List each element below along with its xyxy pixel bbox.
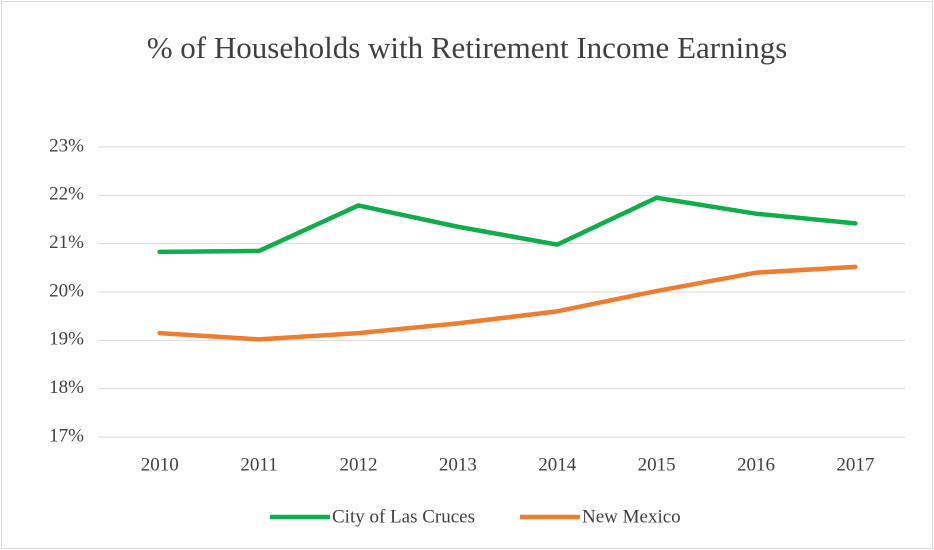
y-tick-label: 22% (49, 184, 84, 205)
x-tick-label: 2015 (638, 454, 676, 475)
y-tick-label: 17% (49, 425, 84, 446)
y-tick-label: 20% (49, 280, 84, 301)
series-line (157, 264, 858, 342)
legend-label: City of Las Cruces (332, 506, 475, 527)
x-tick-label: 2012 (339, 454, 377, 475)
x-tick-label: 2016 (737, 454, 775, 475)
series-line (157, 195, 858, 255)
chart-title: % of Households with Retirement Income E… (146, 30, 788, 65)
legend-label: New Mexico (582, 506, 681, 527)
x-tick-label: 2011 (240, 454, 277, 475)
x-tick-label: 2014 (538, 454, 577, 475)
y-tick-label: 23% (49, 135, 84, 156)
x-tick-label: 2010 (141, 454, 179, 475)
y-tick-label: 19% (49, 329, 84, 350)
x-tick-label: 2017 (836, 454, 874, 475)
x-tick-label: 2013 (439, 454, 477, 475)
y-tick-label: 18% (49, 377, 84, 398)
y-tick-label: 21% (49, 232, 84, 253)
